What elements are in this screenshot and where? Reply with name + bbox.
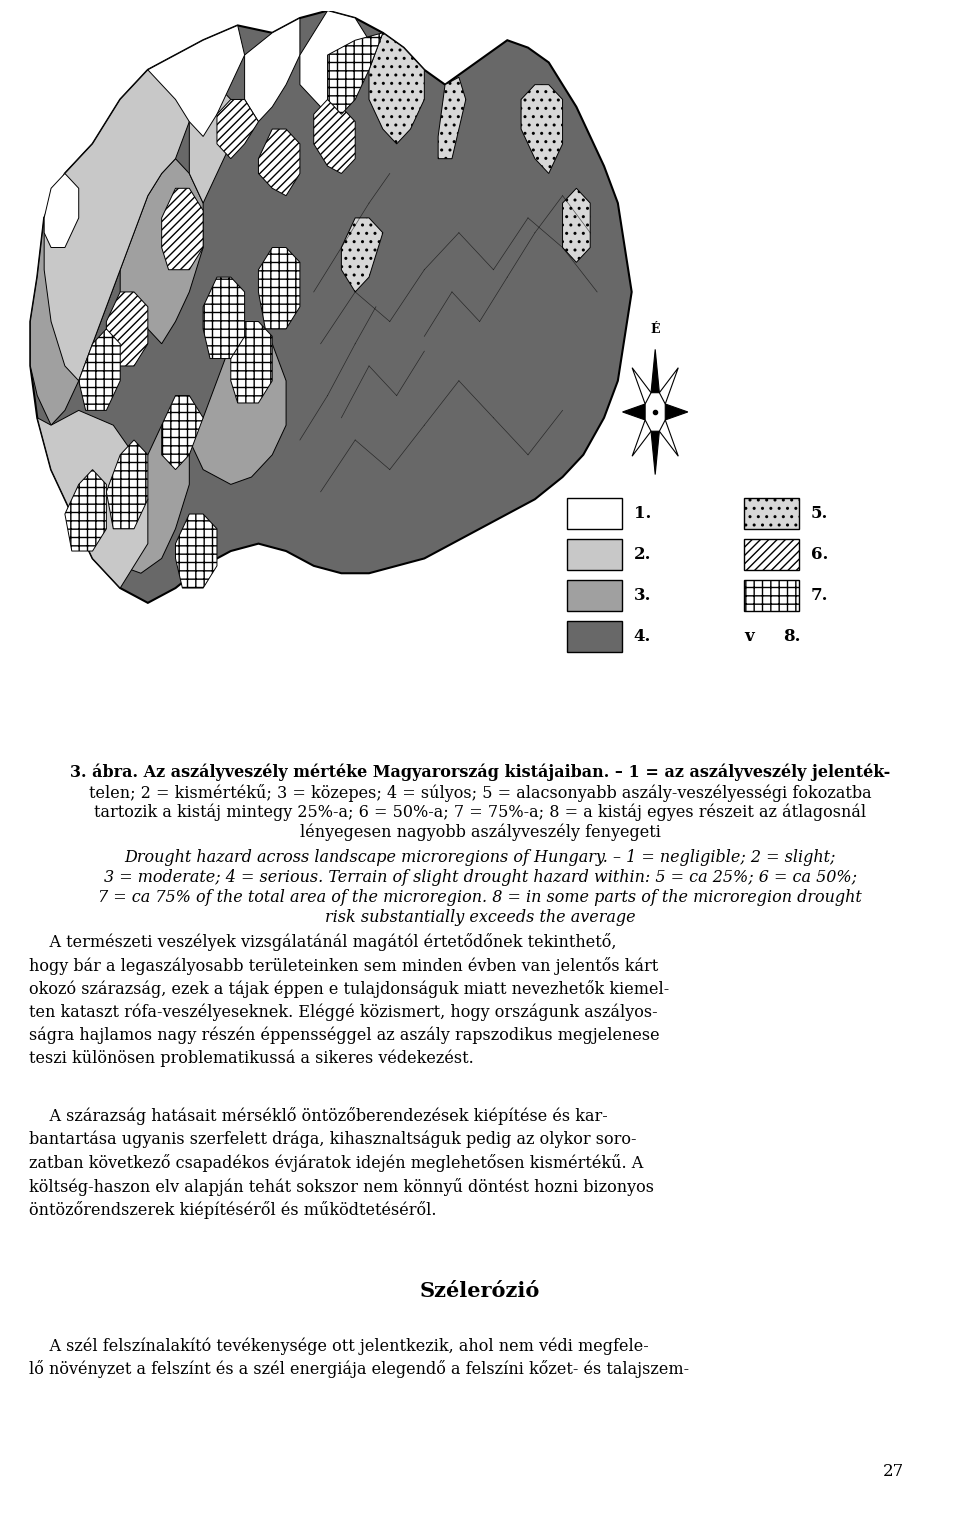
Polygon shape — [79, 329, 120, 411]
Text: Drought hazard across landscape microregions of Hungary. – 1 = negligible; 2 = s: Drought hazard across landscape microreg… — [124, 850, 836, 866]
Text: v: v — [744, 628, 754, 645]
Polygon shape — [113, 417, 189, 573]
Polygon shape — [438, 77, 466, 159]
Polygon shape — [651, 349, 660, 393]
Text: É: É — [651, 323, 660, 337]
Polygon shape — [632, 367, 651, 404]
Polygon shape — [521, 85, 563, 173]
Polygon shape — [204, 278, 245, 358]
Polygon shape — [37, 411, 148, 589]
Text: 5.: 5. — [811, 505, 828, 522]
Polygon shape — [632, 420, 651, 457]
Bar — [566, 540, 622, 570]
Polygon shape — [660, 420, 679, 457]
Polygon shape — [176, 514, 217, 589]
Bar — [566, 581, 622, 611]
Polygon shape — [161, 188, 204, 270]
Polygon shape — [230, 322, 273, 404]
Polygon shape — [161, 396, 204, 470]
Text: telen; 2 = kismértékű; 3 = közepes; 4 = súlyos; 5 = alacsonyabb aszály-veszélyes: telen; 2 = kismértékű; 3 = közepes; 4 = … — [88, 784, 872, 802]
Text: 4.: 4. — [634, 628, 651, 645]
Polygon shape — [189, 85, 230, 203]
Polygon shape — [120, 159, 204, 344]
Polygon shape — [31, 144, 120, 425]
Polygon shape — [65, 470, 107, 551]
Polygon shape — [189, 322, 286, 484]
Polygon shape — [44, 55, 189, 381]
Text: 2.: 2. — [634, 546, 651, 563]
Polygon shape — [314, 100, 355, 173]
Polygon shape — [623, 404, 645, 420]
Polygon shape — [660, 367, 679, 404]
Polygon shape — [258, 247, 300, 329]
Polygon shape — [245, 18, 300, 121]
Text: 3. ábra. Az aszályveszély mértéke Magyarország kistájaiban. – 1 = az aszályveszé: 3. ábra. Az aszályveszély mértéke Magyar… — [70, 763, 890, 781]
Polygon shape — [148, 26, 245, 137]
Polygon shape — [369, 33, 424, 144]
Text: 8.: 8. — [783, 628, 801, 645]
Text: lényegesen nagyobb aszályveszély fenyegeti: lényegesen nagyobb aszályveszély fenyege… — [300, 824, 660, 842]
Bar — [566, 622, 622, 652]
Bar — [744, 499, 799, 529]
Text: A szél felszínalakító tevékenysége ott jelentkezik, ahol nem védi megfele-
lő nö: A szél felszínalakító tevékenysége ott j… — [29, 1336, 689, 1377]
Polygon shape — [327, 33, 383, 114]
Text: tartozik a kistáj mintegy 25%-a; 6 = 50%-a; 7 = 75%-a; 8 = a kistáj egyes részei: tartozik a kistáj mintegy 25%-a; 6 = 50%… — [94, 804, 866, 821]
Polygon shape — [31, 11, 632, 602]
Text: 3 = moderate; 4 = serious. Terrain of slight drought hazard within: 5 = ca 25%; : 3 = moderate; 4 = serious. Terrain of sl… — [104, 869, 856, 886]
Text: A szárazság hatásait mérséklő öntözőberendezések kiépítése és kar-
bantartása ug: A szárazság hatásait mérséklő öntözőbere… — [29, 1107, 654, 1220]
Bar — [744, 581, 799, 611]
Bar — [566, 499, 622, 529]
Polygon shape — [217, 100, 258, 159]
Polygon shape — [44, 173, 79, 247]
Polygon shape — [651, 431, 660, 475]
Polygon shape — [107, 440, 148, 529]
Text: 6.: 6. — [811, 546, 828, 563]
Text: 7 = ca 75% of the total area of the microregion. 8 = in some parts of the micror: 7 = ca 75% of the total area of the micr… — [98, 889, 862, 906]
Polygon shape — [300, 11, 369, 114]
Text: A természeti veszélyek vizsgálatánál magától értetődőnek tekinthető,
hogy bár a : A természeti veszélyek vizsgálatánál mag… — [29, 933, 669, 1066]
Text: 3.: 3. — [634, 587, 651, 604]
Polygon shape — [563, 188, 590, 262]
Polygon shape — [258, 129, 300, 196]
Text: 1.: 1. — [634, 505, 651, 522]
Text: risk substantially exceeds the average: risk substantially exceeds the average — [324, 909, 636, 927]
Polygon shape — [107, 291, 148, 366]
Text: 7.: 7. — [811, 587, 828, 604]
Text: 27: 27 — [883, 1462, 904, 1481]
Polygon shape — [665, 404, 687, 420]
Text: Szélerózió: Szélerózió — [420, 1282, 540, 1302]
Polygon shape — [342, 218, 383, 291]
Bar — [744, 540, 799, 570]
